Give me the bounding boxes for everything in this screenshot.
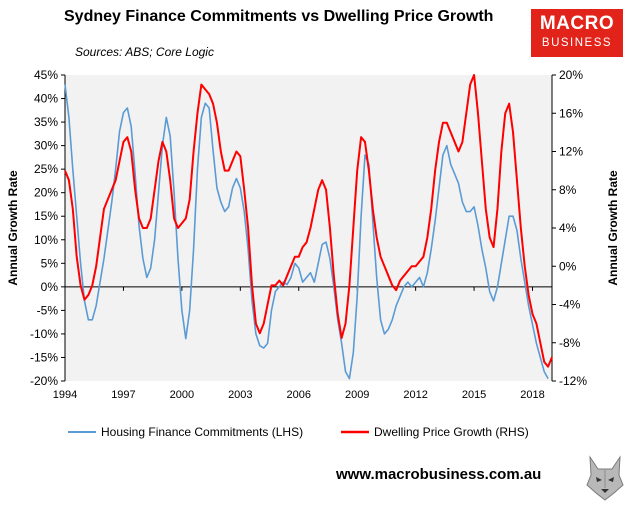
- y-left-tick-label: 40%: [34, 92, 58, 106]
- y-right-tick-label: 16%: [559, 106, 583, 120]
- footer-url: www.macrobusiness.com.au: [336, 466, 542, 483]
- x-tick-label: 2000: [170, 389, 194, 401]
- logo-line-business: BUSINESS: [541, 37, 613, 49]
- y-axis-label-left: Annual Growth Rate: [6, 170, 20, 286]
- chart-title: Sydney Finance Commitments vs Dwelling P…: [64, 8, 494, 25]
- chart-area: -20% -15% -10% -5% 0% 5% 10% 15% 20% 25% 30% 35% 40%…: [6, 68, 620, 439]
- series-layer: [64, 74, 553, 380]
- x-tick-label: 1997: [111, 389, 135, 401]
- x-tick-label: 1994: [53, 389, 77, 401]
- y-right-tick-label: -12%: [559, 374, 587, 388]
- x-tick-label: 2003: [228, 389, 252, 401]
- series-line-dwelling-price: [64, 74, 553, 368]
- x-tick-label: 2009: [345, 389, 369, 401]
- y-left-tick-label: 30%: [34, 139, 58, 153]
- x-tick-label: 2015: [462, 389, 486, 401]
- y-left-tick-label: 20%: [34, 186, 58, 200]
- wolf-icon: [586, 455, 624, 501]
- chart-sources: Sources: ABS; Core Logic: [75, 45, 214, 59]
- y-right-tick-label: 0%: [559, 259, 577, 273]
- x-tick-label: 2012: [403, 389, 427, 401]
- y-axis-label-right: Annual Growth Rate: [606, 170, 620, 286]
- y-left-tick-label: 5%: [41, 256, 59, 270]
- legend-label-dwelling-price: Dwelling Price Growth (RHS): [374, 425, 529, 439]
- y-left-tick-label: 45%: [34, 68, 58, 82]
- macrobusiness-logo: MACRO BUSINESS: [531, 9, 623, 57]
- y-left-tick-label: 35%: [34, 115, 58, 129]
- y-left-tick-label: 10%: [34, 233, 58, 247]
- y-left-tick-label: -10%: [30, 327, 58, 341]
- y-left-tick-label: -20%: [30, 374, 58, 388]
- y-left-tick-label: 15%: [34, 209, 58, 223]
- y-left-tick-label: 0%: [41, 280, 59, 294]
- legend: Housing Finance Commitments (LHS) Dwellin…: [68, 425, 529, 439]
- axes: -20% -15% -10% -5% 0% 5% 10% 15% 20% 25% 30% 35% 40%…: [30, 68, 587, 401]
- x-tick-label: 2006: [287, 389, 311, 401]
- logo-line-macro: MACRO: [539, 13, 615, 34]
- x-tick-label: 2018: [520, 389, 544, 401]
- y-right-tick-label: -8%: [559, 336, 581, 350]
- y-right-tick-label: 4%: [559, 221, 577, 235]
- legend-label-housing-finance: Housing Finance Commitments (LHS): [101, 425, 303, 439]
- y-right-tick-label: -4%: [559, 298, 581, 312]
- y-left-tick-label: -15%: [30, 350, 58, 364]
- y-right-tick-label: 12%: [559, 145, 583, 159]
- y-right-tick-label: 20%: [559, 68, 583, 82]
- y-left-tick-label: 25%: [34, 162, 58, 176]
- y-left-tick-label: -5%: [37, 303, 59, 317]
- y-right-tick-label: 8%: [559, 183, 577, 197]
- series-line-housing-finance: [64, 84, 549, 380]
